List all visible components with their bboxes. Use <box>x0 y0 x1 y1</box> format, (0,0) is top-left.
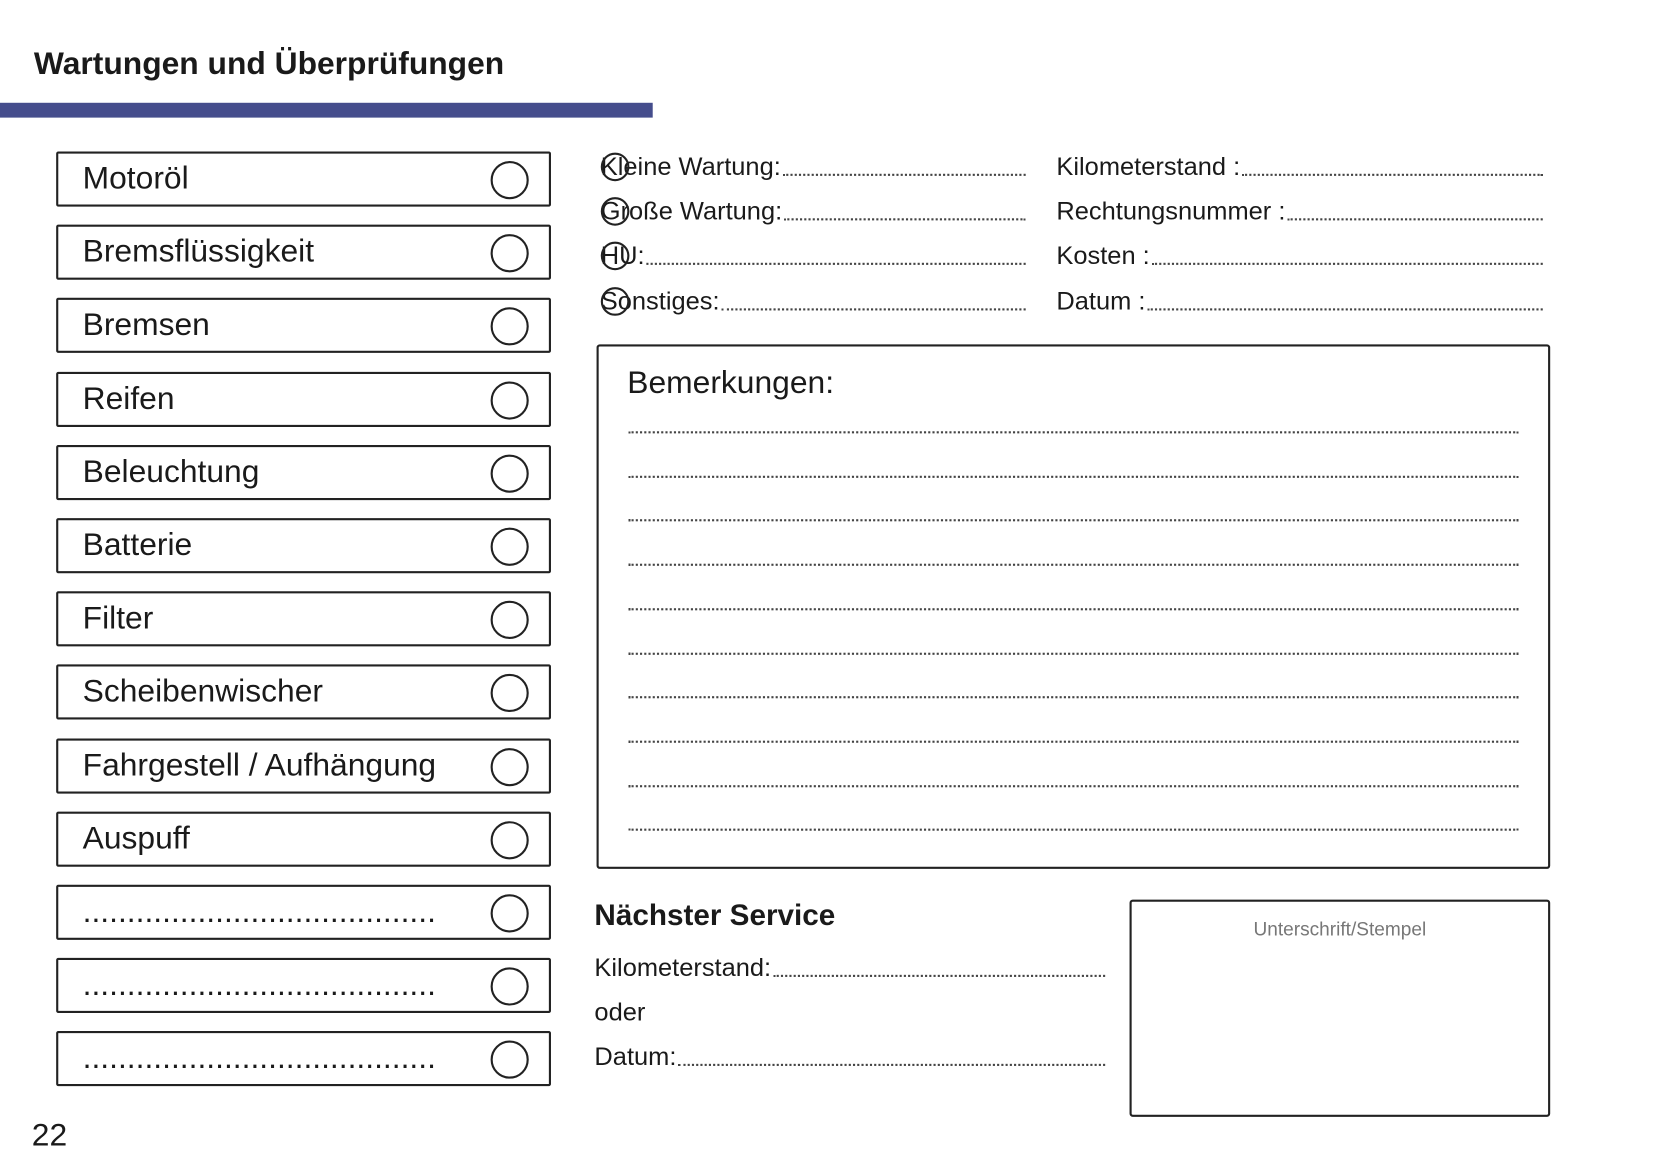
checkbox-circle-icon[interactable] <box>490 307 529 346</box>
title-accent-bar <box>0 102 653 118</box>
checkbox-circle-icon[interactable] <box>490 747 529 786</box>
checklist-item[interactable]: Motoröl <box>56 151 551 207</box>
checklist-item-label: ........................................ <box>82 967 436 1003</box>
radio-circle-icon[interactable] <box>600 152 630 181</box>
checkbox-circle-icon[interactable] <box>490 527 529 566</box>
service-type-option[interactable]: HU: <box>600 239 1026 271</box>
radio-circle-icon[interactable] <box>600 241 630 270</box>
remarks-line <box>628 475 1519 478</box>
checkbox-circle-icon[interactable] <box>490 234 529 273</box>
checklist-item[interactable]: Fahrgestell / Aufhängung <box>56 738 551 794</box>
checklist-item-label: Motoröl <box>82 161 189 197</box>
dotted-line <box>646 262 1026 265</box>
next-date-label: Datum: <box>594 1042 677 1072</box>
remarks-line <box>628 828 1519 832</box>
remarks-title: Bemerkungen: <box>627 365 835 401</box>
signature-stamp-box[interactable]: Unterschrift/Stempel <box>1129 899 1551 1117</box>
detail-label: Rechtungsnummer : <box>1056 197 1286 226</box>
checklist-item-label: Fahrgestell / Aufhängung <box>82 747 437 783</box>
next-service-title: Nächster Service <box>594 898 836 932</box>
radio-circle-icon[interactable] <box>600 286 630 316</box>
checklist-item[interactable]: Filter <box>56 591 551 647</box>
page-title: Wartungen und Überprüfungen <box>33 46 505 82</box>
checklist-item[interactable]: Scheibenwischer <box>56 664 551 720</box>
page-number: 22 <box>31 1117 68 1153</box>
dotted-line <box>784 218 1026 221</box>
detail-label: Kilometerstand : <box>1056 152 1241 182</box>
checkbox-circle-icon[interactable] <box>490 161 529 200</box>
radio-circle-icon[interactable] <box>600 196 630 226</box>
dotted-line <box>1287 218 1543 221</box>
remarks-line <box>628 563 1519 566</box>
service-type-option[interactable]: Sonstiges: <box>600 285 1026 317</box>
checkbox-circle-icon[interactable] <box>490 1040 529 1080</box>
remarks-line <box>628 784 1519 787</box>
checklist-item-label: Bremsflüssigkeit <box>82 234 315 270</box>
checklist-item[interactable]: Reifen <box>56 371 551 427</box>
remarks-line <box>628 519 1519 522</box>
service-type-option[interactable]: Große Wartung: <box>600 195 1026 227</box>
checklist-item-label: Batterie <box>82 527 193 563</box>
or-label: oder <box>594 998 646 1027</box>
checkbox-circle-icon[interactable] <box>490 600 529 640</box>
checklist-item-label: Bremsen <box>82 307 210 343</box>
service-type-label: Kleine Wartung: <box>600 152 781 182</box>
detail-label: Datum : <box>1056 287 1146 316</box>
service-type-label: Große Wartung: <box>600 197 783 226</box>
checkbox-circle-icon[interactable] <box>490 820 529 860</box>
checkbox-circle-icon[interactable] <box>490 381 529 420</box>
next-service-date-field[interactable]: Datum: <box>594 1041 1106 1073</box>
checklist-item-label: ........................................ <box>82 894 436 930</box>
remarks-line <box>628 431 1519 434</box>
checkbox-circle-icon[interactable] <box>490 454 529 493</box>
dotted-line <box>1242 173 1543 176</box>
next-km-label: Kilometerstand: <box>594 953 772 983</box>
dotted-line <box>1147 308 1543 311</box>
checklist-item-label: Scheibenwischer <box>82 674 323 710</box>
checklist-item-label: Filter <box>82 600 154 636</box>
checklist-item[interactable]: Bremsflüssigkeit <box>56 224 551 280</box>
remarks-line <box>628 652 1519 655</box>
dotted-line <box>721 308 1026 311</box>
checklist-item-label: Auspuff <box>82 820 190 856</box>
checklist-item[interactable]: Beleuchtung <box>56 444 551 500</box>
checklist-item[interactable]: ........................................ <box>56 958 551 1014</box>
dotted-line <box>773 974 1106 977</box>
detail-label: Kosten : <box>1056 241 1150 271</box>
remarks-line <box>628 696 1519 699</box>
checklist-item[interactable]: Batterie <box>56 518 551 574</box>
detail-field[interactable]: Rechtungsnummer : <box>1056 195 1543 227</box>
detail-field[interactable]: Kosten : <box>1056 239 1543 271</box>
checkbox-circle-icon[interactable] <box>490 674 529 713</box>
checklist-item[interactable]: ........................................ <box>56 1031 551 1087</box>
checkbox-circle-icon[interactable] <box>490 967 529 1006</box>
service-type-option[interactable]: Kleine Wartung: <box>600 150 1026 182</box>
next-service-km-field[interactable]: Kilometerstand: <box>594 952 1106 984</box>
remarks-line <box>628 740 1519 743</box>
checklist-item-label: ........................................ <box>82 1040 436 1076</box>
remarks-line <box>628 607 1519 611</box>
dotted-line <box>678 1063 1106 1066</box>
dotted-line <box>782 173 1026 176</box>
checklist-item[interactable]: Bremsen <box>56 298 551 354</box>
checklist-item-label: Beleuchtung <box>82 454 260 490</box>
checkbox-circle-icon[interactable] <box>490 894 529 933</box>
detail-field[interactable]: Kilometerstand : <box>1056 150 1543 182</box>
checklist-item[interactable]: ........................................ <box>56 884 551 940</box>
detail-field[interactable]: Datum : <box>1056 285 1543 317</box>
or-row: oder <box>594 996 645 1028</box>
checklist-item-label: Reifen <box>82 381 175 416</box>
remarks-box[interactable]: Bemerkungen: <box>596 344 1551 869</box>
dotted-line <box>1151 262 1543 265</box>
checklist-item[interactable]: Auspuff <box>56 811 551 867</box>
signature-label: Unterschrift/Stempel <box>1253 918 1427 940</box>
